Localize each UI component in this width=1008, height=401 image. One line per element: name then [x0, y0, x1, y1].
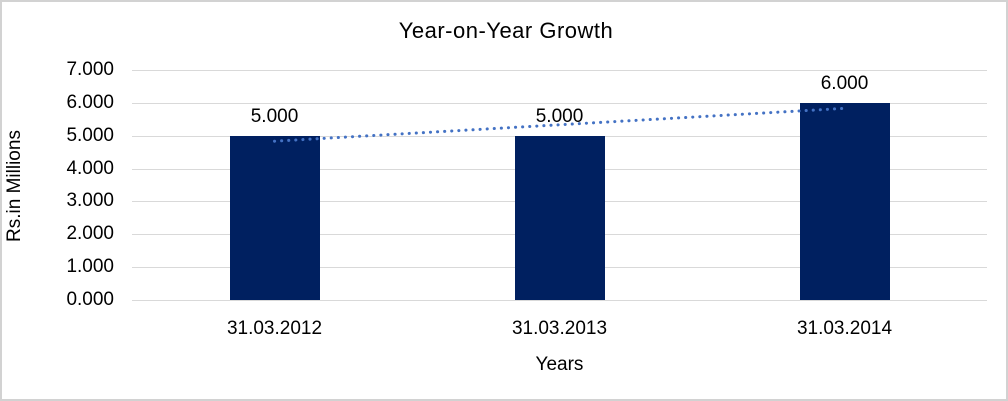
y-tick-label: 2.000 — [66, 223, 114, 245]
x-axis-title: Years — [535, 354, 584, 375]
y-gridline — [132, 102, 987, 104]
y-axis-title: Rs.in Millions — [4, 130, 25, 242]
bar-31.03.2012 — [229, 135, 320, 300]
y-gridline — [132, 70, 987, 71]
bar-data-label: 5.000 — [250, 105, 299, 127]
y-tick-label: 3.000 — [66, 190, 114, 212]
bar-31.03.2013 — [514, 135, 605, 300]
x-tick-label: 31.03.2014 — [796, 318, 893, 339]
y-gridline — [132, 300, 987, 301]
bar-data-label: 6.000 — [820, 72, 869, 94]
x-tick-label: 31.03.2012 — [226, 318, 323, 339]
x-tick-label: 31.03.2013 — [511, 318, 608, 339]
bar-data-label: 5.000 — [535, 105, 584, 127]
y-tick-label: 6.000 — [66, 91, 114, 113]
y-tick-label: 4.000 — [66, 157, 114, 179]
y-tick-label: 0.000 — [66, 289, 114, 310]
chart-title: Year-on-Year Growth — [398, 18, 614, 43]
bar-31.03.2014 — [799, 102, 890, 300]
y-tick-label: 1.000 — [66, 256, 114, 278]
y-tick-label: 5.000 — [66, 124, 114, 146]
y-tick-label: 7.000 — [66, 59, 114, 80]
